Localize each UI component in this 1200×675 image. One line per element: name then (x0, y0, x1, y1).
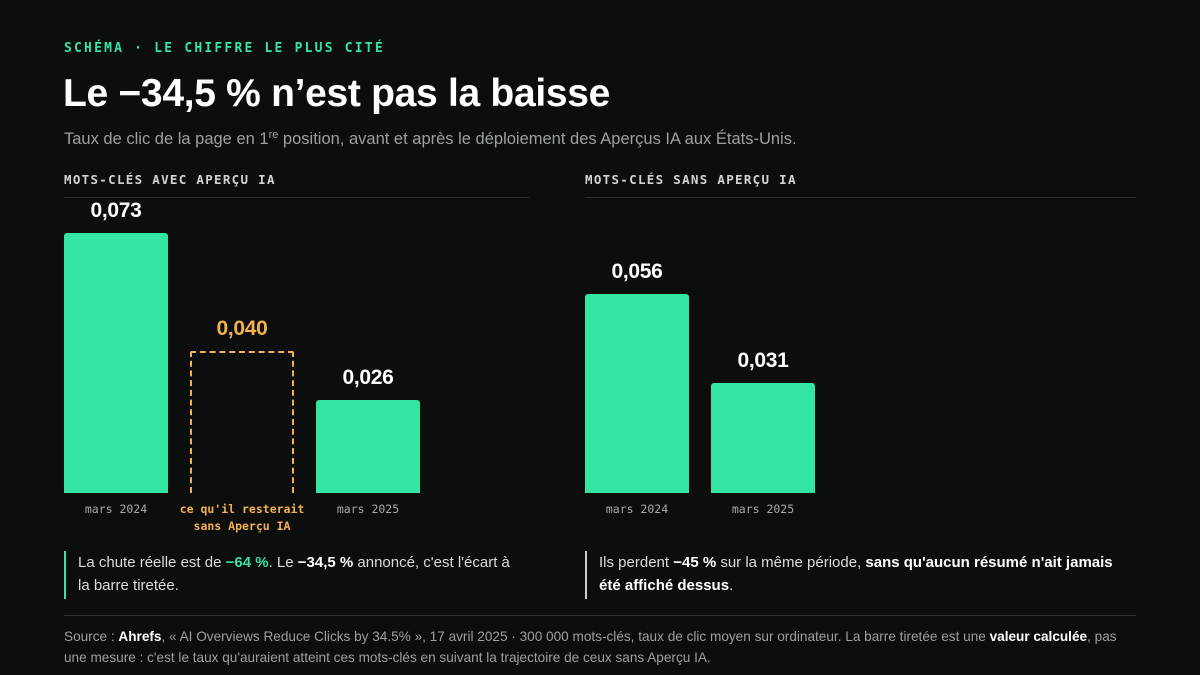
eyebrow-label: SCHÉMA · LE CHIFFRE LE PLUS CITÉ (64, 41, 385, 56)
bar (64, 233, 168, 493)
category-label-line: mars 2025 (336, 502, 400, 516)
category-label: mars 2024 (562, 501, 712, 518)
note-with-ai: La chute réelle est de −64 %. Le −34,5 %… (64, 551, 514, 599)
source-text: Source : (64, 629, 119, 644)
note-text: Ils perdent (599, 554, 674, 571)
source-note: Source : Ahrefs, « AI Overviews Reduce C… (64, 626, 1139, 668)
bar-value-label: 0,073 (90, 199, 142, 222)
category-label: mars 2025 (293, 501, 443, 518)
category-label-line: mars 2025 (731, 502, 795, 516)
source-text: , pas une mesure : c'est le taux qu'aura… (64, 629, 1117, 665)
note-highlight-announced: −34,5 % (297, 554, 354, 571)
note-text: . Le (268, 554, 298, 571)
category-label-line: sans Aperçu IA (193, 519, 291, 533)
note-highlight-drop: −45 % (673, 554, 717, 571)
panel-title-with-ai: MOTS-CLÉS AVEC APERÇU IA (64, 172, 529, 198)
bar-value-label: 0,056 (611, 260, 663, 283)
bar-value-label: 0,031 (737, 349, 789, 372)
category-label-line: ce qu'il resterait (179, 502, 305, 516)
category-label: ce qu'il resterait sans Aperçu IA (167, 501, 317, 535)
bar-value-label: 0,040 (216, 317, 268, 340)
bar (711, 383, 815, 493)
bar (585, 294, 689, 493)
footer-divider (64, 615, 1136, 616)
category-label-line: mars 2024 (84, 502, 148, 516)
category-label: mars 2024 (41, 501, 191, 518)
subtitle-text-1: Taux de clic de la page en 1 (64, 130, 269, 148)
bar-counterfactual (190, 351, 294, 493)
note-text: La chute réelle est de (78, 554, 226, 571)
source-text: , « AI Overviews Reduce Clicks by 34.5% … (161, 629, 990, 644)
note-highlight-drop: −64 % (225, 554, 269, 571)
bar-value-label: 0,026 (342, 366, 394, 389)
source-name: Ahrefs (118, 629, 162, 644)
page-subtitle: Taux de clic de la page en 1re position,… (64, 130, 797, 149)
note-without-ai: Ils perdent −45 % sur la même période, s… (585, 551, 1125, 599)
category-label: mars 2025 (688, 501, 838, 518)
bar (316, 400, 420, 493)
panel-title-without-ai: MOTS-CLÉS SANS APERÇU IA (585, 172, 1136, 198)
subtitle-text-2: position, avant et après le déploiement … (278, 130, 797, 148)
source-emphasis: valeur calculée (989, 629, 1088, 644)
category-label-line: mars 2024 (605, 502, 669, 516)
note-text: annoncé, c'est l'écart à la barre tireté… (78, 554, 510, 594)
subtitle-superscript: re (268, 129, 279, 141)
note-highlight-claim: sans qu'aucun résumé n'ait jamais été af… (599, 554, 1113, 594)
page-title: Le −34,5 % n’est pas la baisse (63, 72, 611, 115)
note-text: . (729, 577, 734, 594)
note-text: sur la même période, (716, 554, 866, 571)
